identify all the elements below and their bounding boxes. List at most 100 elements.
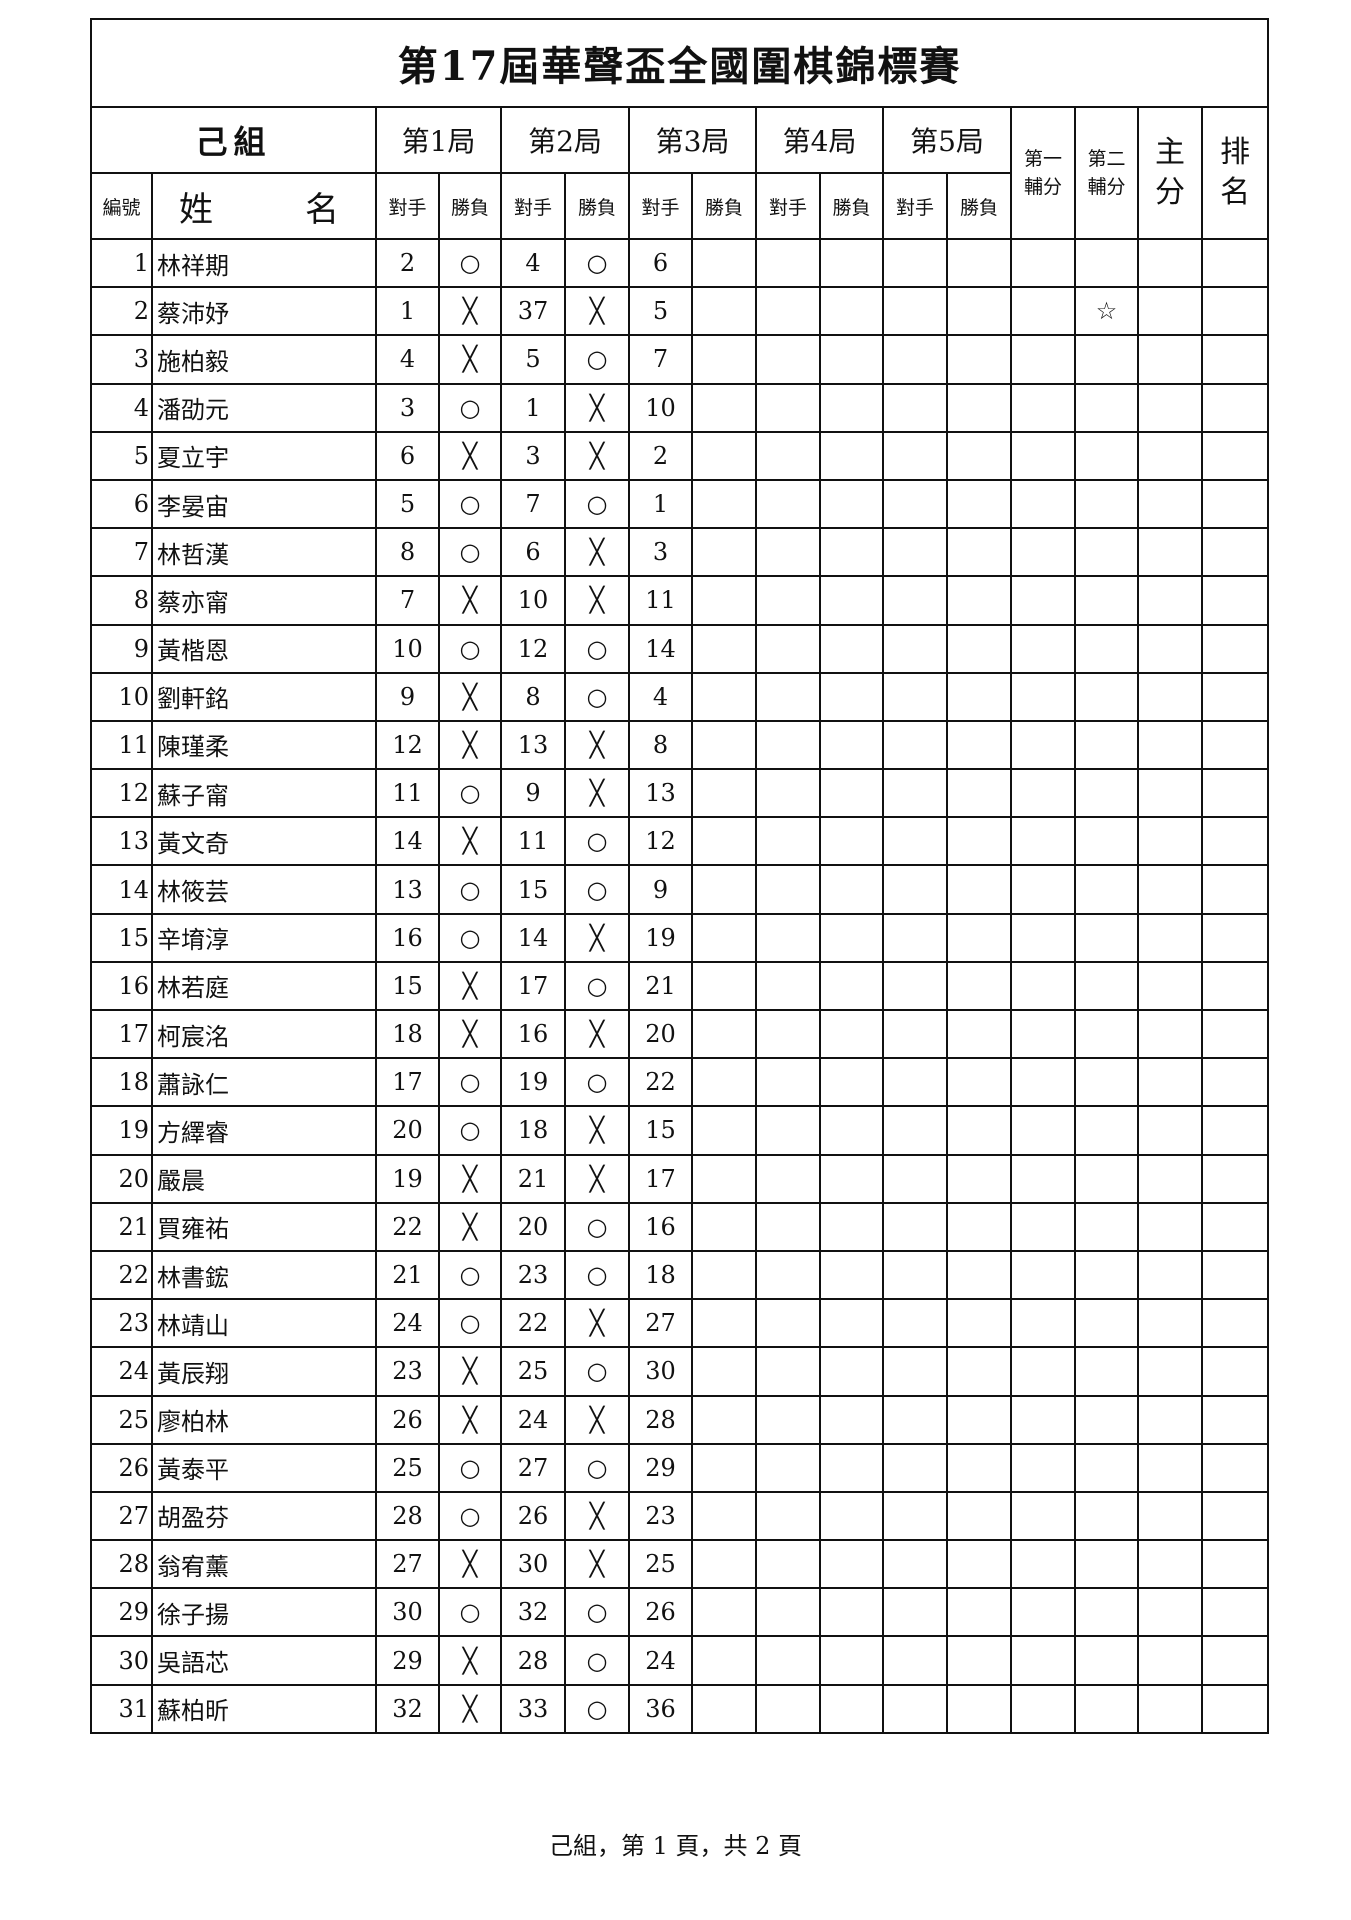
round-2-result: ○ <box>564 1587 630 1638</box>
round-3-opponent: 22 <box>628 1057 693 1108</box>
main-score-cell <box>1137 478 1203 530</box>
round-1-result: ╳ <box>438 1635 502 1686</box>
round-1-result: ╳ <box>438 1394 502 1445</box>
round-3-opponent: 21 <box>628 960 693 1012</box>
round-1-result: ╳ <box>438 671 502 722</box>
round-4-result-header: 勝負 <box>819 172 884 240</box>
round-2-result: ○ <box>564 671 630 722</box>
round-5-result <box>946 1442 1012 1493</box>
tiebreak-2-cell <box>1074 912 1139 963</box>
player-row: 20 嚴晨 19 ╳ 21 ╳ 17 <box>90 1153 1270 1204</box>
tiebreak-2-cell <box>1074 1490 1139 1542</box>
round-1-opponent: 27 <box>375 1539 440 1590</box>
round-3-result <box>691 1153 757 1204</box>
tiebreak-1-cell <box>1010 575 1076 626</box>
round-1-opponent: 2 <box>375 237 440 289</box>
round-5-result <box>946 1683 1012 1734</box>
rank-cell <box>1200 430 1270 481</box>
round-2-result: ○ <box>564 1057 630 1108</box>
player-id: 12 <box>90 768 153 819</box>
player-row: 6 李晏宙 5 ○ 7 ○ 1 <box>90 478 1270 530</box>
round-4-result <box>819 1587 884 1638</box>
round-1-opponent: 32 <box>375 1683 440 1734</box>
round-5-result <box>946 816 1012 867</box>
player-row: 12 蘇子甯 11 ○ 9 ╳ 13 <box>90 768 1270 819</box>
round-1-opponent: 26 <box>375 1394 440 1445</box>
round-4-opponent <box>755 1249 821 1301</box>
round-2-result: ○ <box>564 1683 630 1734</box>
round-2-opponent-header: 對手 <box>500 172 566 240</box>
player-id: 8 <box>90 575 153 626</box>
round-2-opponent: 14 <box>500 912 566 963</box>
tiebreak-1-cell <box>1010 912 1076 963</box>
round-2-result: ╳ <box>564 912 630 963</box>
player-name: 蔡沛妤 <box>151 286 377 337</box>
tiebreak-1-cell <box>1010 719 1076 771</box>
main-score-line1: 主 <box>1155 135 1185 170</box>
round-3-opponent: 13 <box>628 768 693 819</box>
main-score-cell <box>1137 816 1203 867</box>
player-row: 25 廖柏林 26 ╳ 24 ╳ 28 <box>90 1394 1270 1445</box>
round-2-result: ╳ <box>564 527 630 578</box>
round-2-opponent: 10 <box>500 575 566 626</box>
player-name: 陳瑾柔 <box>151 719 377 771</box>
tiebreak-1-cell <box>1010 816 1076 867</box>
tiebreak-2-line1: 第二 <box>1087 148 1126 170</box>
round-3-result-header: 勝負 <box>691 172 757 240</box>
player-id: 1 <box>90 237 153 289</box>
tiebreak-1-cell <box>1010 1490 1076 1542</box>
tiebreak-1-cell <box>1010 1442 1076 1493</box>
round-3-result <box>691 671 757 722</box>
tiebreak-1-cell <box>1010 1587 1076 1638</box>
player-row: 30 吳語芯 29 ╳ 28 ○ 24 <box>90 1635 1270 1686</box>
main-score-cell <box>1137 1442 1203 1493</box>
round-1-opponent: 12 <box>375 719 440 771</box>
player-id: 23 <box>90 1298 153 1349</box>
round-4-opponent <box>755 1539 821 1590</box>
tiebreak-1-cell <box>1010 1346 1076 1397</box>
round-2-opponent: 33 <box>500 1683 566 1734</box>
round-2-result: ╳ <box>564 1153 630 1204</box>
round-3-opponent: 8 <box>628 719 693 771</box>
round-5-opponent <box>882 1105 948 1156</box>
round-2-opponent: 27 <box>500 1442 566 1493</box>
round-2-opponent: 13 <box>500 719 566 771</box>
main-score-cell <box>1137 864 1203 915</box>
round-4-result <box>819 575 884 626</box>
round-5-result <box>946 1201 1012 1252</box>
player-row: 8 蔡亦甯 7 ╳ 10 ╳ 11 <box>90 575 1270 626</box>
round-3-result <box>691 1008 757 1060</box>
round-3-opponent: 17 <box>628 1153 693 1204</box>
round-3-result <box>691 575 757 626</box>
player-name: 黃泰平 <box>151 1442 377 1493</box>
round-3-opponent: 7 <box>628 334 693 385</box>
player-name: 胡盈芬 <box>151 1490 377 1542</box>
round-5-opponent <box>882 912 948 963</box>
round-5-opponent <box>882 768 948 819</box>
main-score-cell <box>1137 334 1203 385</box>
player-id: 6 <box>90 478 153 530</box>
tiebreak-1-cell <box>1010 1539 1076 1590</box>
round-5-opponent <box>882 1346 948 1397</box>
round-2-opponent: 32 <box>500 1587 566 1638</box>
round-2-result: ○ <box>564 1635 630 1686</box>
player-row: 4 潘劭元 3 ○ 1 ╳ 10 <box>90 382 1270 433</box>
round-3-result <box>691 334 757 385</box>
tiebreak-1-cell <box>1010 286 1076 337</box>
round-5-opponent <box>882 286 948 337</box>
main-score-cell <box>1137 527 1203 578</box>
round-2-opponent: 11 <box>500 816 566 867</box>
round-1-opponent: 19 <box>375 1153 440 1204</box>
tiebreak-1-cell <box>1010 1105 1076 1156</box>
name-header-left: 姓 <box>179 189 213 230</box>
round-1-result-header: 勝負 <box>438 172 502 240</box>
tiebreak-2-cell <box>1074 1394 1139 1445</box>
tiebreak-2-cell <box>1074 671 1139 722</box>
rank-cell <box>1200 478 1270 530</box>
round-5-opponent <box>882 1683 948 1734</box>
round-1-opponent: 10 <box>375 623 440 674</box>
round-2-result: ╳ <box>564 1008 630 1060</box>
tiebreak-2-cell <box>1074 1057 1139 1108</box>
rank-cell <box>1200 334 1270 385</box>
tiebreak-2-cell <box>1074 1153 1139 1204</box>
